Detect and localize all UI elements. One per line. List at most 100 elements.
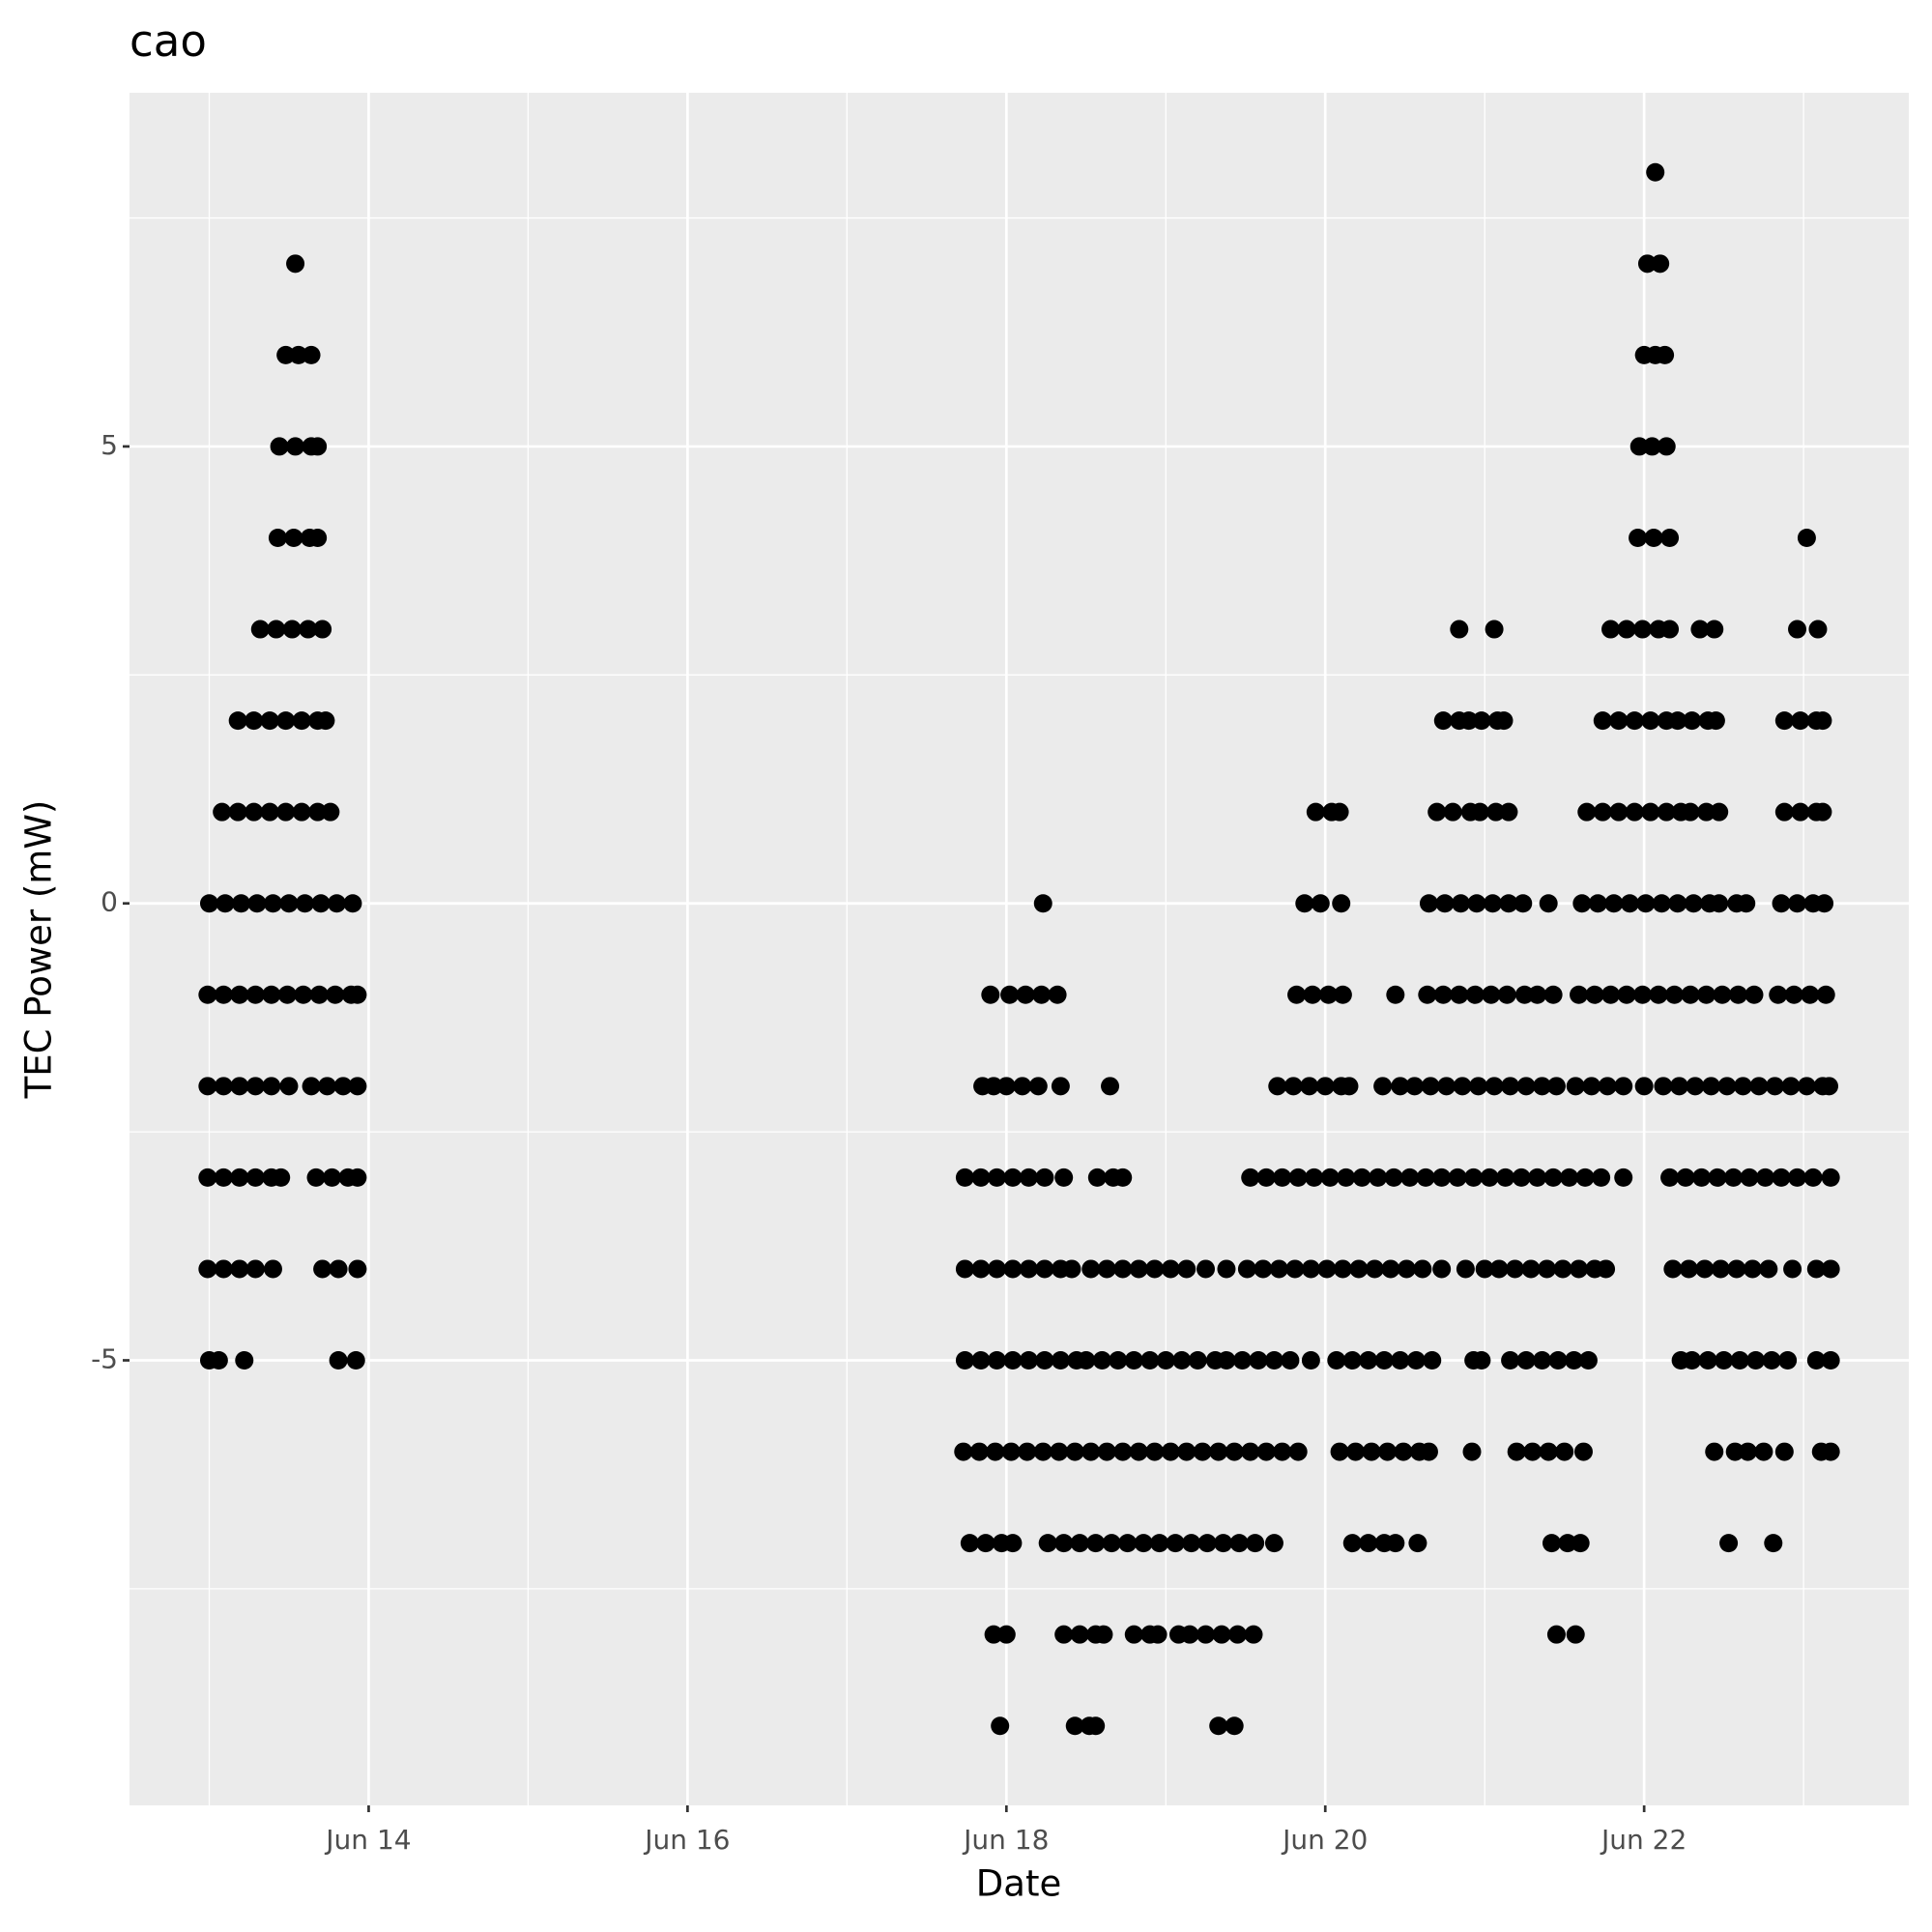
point — [1373, 1077, 1393, 1096]
point — [1450, 985, 1469, 1004]
point — [1801, 985, 1820, 1004]
point — [313, 620, 332, 639]
point — [1668, 711, 1687, 731]
point — [276, 802, 296, 822]
point — [1050, 1442, 1069, 1461]
point — [996, 1625, 1016, 1644]
point — [1374, 1351, 1394, 1370]
y-tick-label: 0 — [101, 886, 118, 918]
point — [1483, 894, 1502, 913]
point — [1333, 985, 1352, 1004]
point — [1423, 1351, 1442, 1370]
point — [286, 254, 305, 274]
panel — [130, 93, 1909, 1805]
point — [1690, 620, 1710, 639]
point — [1724, 1168, 1744, 1187]
point — [1781, 1077, 1801, 1096]
point — [1803, 1168, 1823, 1187]
point — [1480, 1168, 1499, 1187]
point — [1821, 1442, 1840, 1461]
point — [1070, 1625, 1089, 1644]
point — [1349, 1259, 1369, 1279]
point — [327, 894, 346, 913]
point — [1543, 1168, 1563, 1187]
point — [1003, 1168, 1023, 1187]
point — [1443, 802, 1462, 822]
point — [284, 528, 303, 547]
point — [1642, 437, 1661, 456]
point — [272, 1168, 291, 1187]
point — [1301, 1351, 1320, 1370]
point — [329, 1259, 348, 1279]
point — [1578, 1351, 1598, 1370]
point — [294, 985, 313, 1004]
point — [1433, 985, 1453, 1004]
point — [1553, 1259, 1572, 1279]
point — [1657, 802, 1676, 822]
point — [1051, 1077, 1070, 1096]
point — [1418, 985, 1437, 1004]
point — [1086, 1716, 1106, 1736]
point — [1081, 1259, 1101, 1279]
point — [1077, 1351, 1096, 1370]
point — [260, 802, 279, 822]
point — [1035, 1168, 1054, 1187]
point — [1738, 1442, 1757, 1461]
point — [1287, 985, 1307, 1004]
point — [1003, 1351, 1023, 1370]
point — [1283, 1077, 1303, 1096]
point — [289, 345, 308, 364]
point — [1362, 1442, 1381, 1461]
point — [1788, 894, 1807, 913]
point — [1102, 1534, 1121, 1553]
point — [245, 1077, 265, 1096]
point — [214, 1077, 233, 1096]
point — [955, 1351, 974, 1370]
point — [311, 894, 331, 913]
point — [1016, 985, 1035, 1004]
point — [1303, 985, 1322, 1004]
point — [1759, 1259, 1778, 1279]
point — [1209, 1442, 1228, 1461]
point — [987, 1259, 1006, 1279]
point — [1161, 1442, 1180, 1461]
point — [1565, 1351, 1584, 1370]
point — [981, 985, 1000, 1004]
point — [1281, 1351, 1300, 1370]
point — [1332, 894, 1351, 913]
point — [1054, 1168, 1074, 1187]
point — [1209, 1716, 1228, 1736]
point — [316, 711, 335, 731]
point — [1018, 1442, 1037, 1461]
point — [1435, 894, 1455, 913]
point — [1769, 985, 1788, 1004]
point — [1566, 1625, 1585, 1644]
point — [1657, 437, 1676, 456]
point — [1821, 1168, 1840, 1187]
point — [987, 1351, 1006, 1370]
point — [348, 985, 367, 1004]
point — [1472, 1351, 1491, 1370]
point — [1352, 1168, 1371, 1187]
point — [1465, 985, 1485, 1004]
point — [1129, 1442, 1148, 1461]
point — [1778, 1351, 1798, 1370]
point — [1448, 1168, 1467, 1187]
point — [1797, 528, 1816, 547]
point — [996, 1077, 1016, 1096]
point — [1391, 1077, 1410, 1096]
point — [1542, 1534, 1561, 1553]
point — [1109, 1351, 1128, 1370]
point — [348, 1259, 367, 1279]
point — [1065, 1442, 1084, 1461]
point — [286, 437, 305, 456]
point — [1177, 1442, 1197, 1461]
point — [1501, 1351, 1520, 1370]
point — [1701, 1077, 1720, 1096]
point — [1646, 162, 1665, 182]
point — [326, 985, 345, 1004]
point — [1019, 1259, 1038, 1279]
point — [231, 894, 250, 913]
point — [292, 711, 311, 731]
